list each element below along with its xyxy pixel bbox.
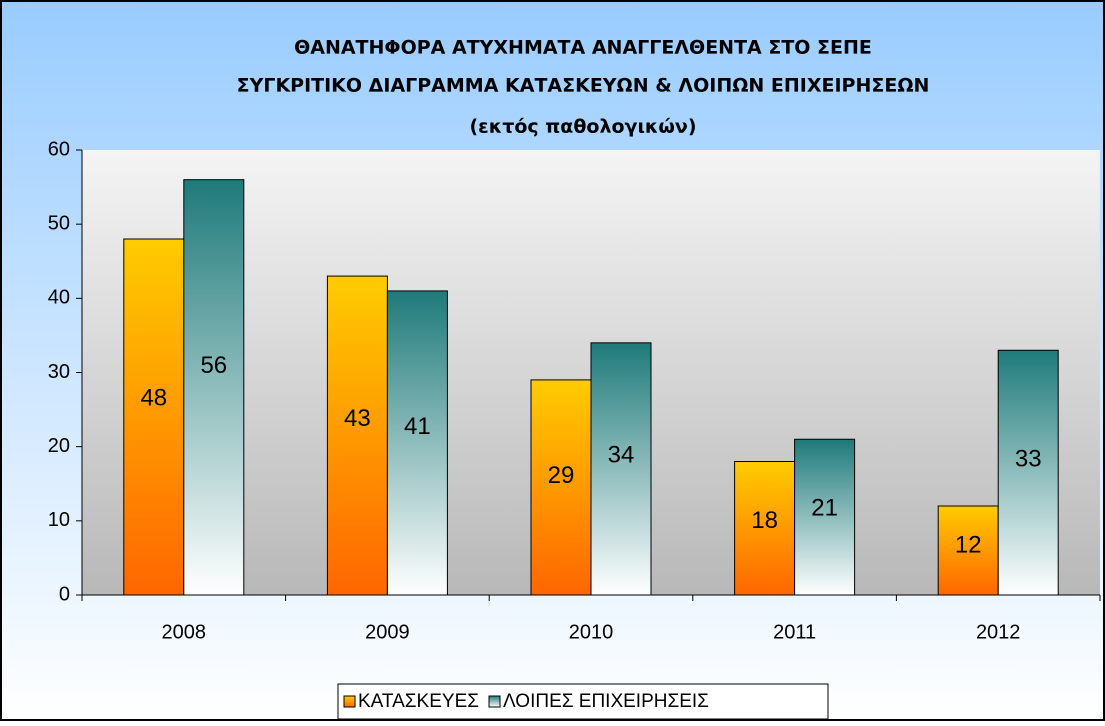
x-tick-label: 2009	[365, 621, 410, 643]
bar	[326, 275, 388, 596]
bar	[386, 290, 448, 596]
data-label: 48	[140, 385, 167, 412]
x-tick-label: 2011	[773, 621, 816, 643]
data-label: 12	[955, 531, 982, 558]
bar	[530, 379, 592, 596]
bar	[590, 342, 652, 596]
y-tick-label: 40	[48, 287, 70, 309]
y-tick-label: 50	[48, 212, 70, 234]
x-tick-label: 2012	[976, 621, 1021, 643]
y-tick-label: 30	[48, 361, 70, 383]
data-label: 43	[344, 405, 371, 432]
chart-title: ΣΥΓΚΡΙΤΙΚΟ ΔΙΑΓΡΑΜΜΑ ΚΑΤΑΣΚΕΥΩΝ & ΛΟΙΠΩΝ…	[237, 75, 930, 97]
legend-swatch	[488, 695, 501, 708]
data-label: 41	[404, 413, 431, 440]
y-tick-label: 10	[48, 509, 70, 531]
chart-title: ΘΑΝΑΤΗΦΟΡΑ ΑΤΥΧΗΜΑΤΑ ΑΝΑΓΓΕΛΘΕΝΤΑ ΣΤΟ ΣΕ…	[294, 37, 872, 59]
data-label: 34	[608, 442, 635, 469]
y-tick-label: 0	[59, 583, 70, 605]
bar	[123, 238, 185, 596]
data-label: 56	[200, 352, 227, 379]
x-tick-label: 2010	[569, 621, 614, 643]
bar	[937, 505, 999, 596]
legend-swatch	[343, 695, 356, 708]
data-label: 18	[751, 507, 778, 534]
legend-label: ΚΑΤΑΣΚΕΥΕΣ	[358, 691, 479, 712]
bar	[997, 349, 1059, 596]
legend	[337, 683, 829, 720]
bar	[183, 179, 245, 596]
bar	[794, 438, 856, 596]
y-tick-label: 60	[48, 138, 70, 160]
chart-subtitle: (εκτός παθολογικών)	[469, 116, 696, 138]
legend-label: ΛΟΙΠΕΣ ΕΠΙΧΕΙΡΗΣΕΙΣ	[503, 691, 709, 712]
data-label: 29	[548, 462, 575, 489]
y-tick-label: 20	[48, 435, 70, 457]
data-label: 21	[811, 495, 838, 522]
x-tick-label: 2008	[162, 621, 207, 643]
bar	[734, 461, 796, 596]
data-label: 33	[1015, 446, 1042, 473]
